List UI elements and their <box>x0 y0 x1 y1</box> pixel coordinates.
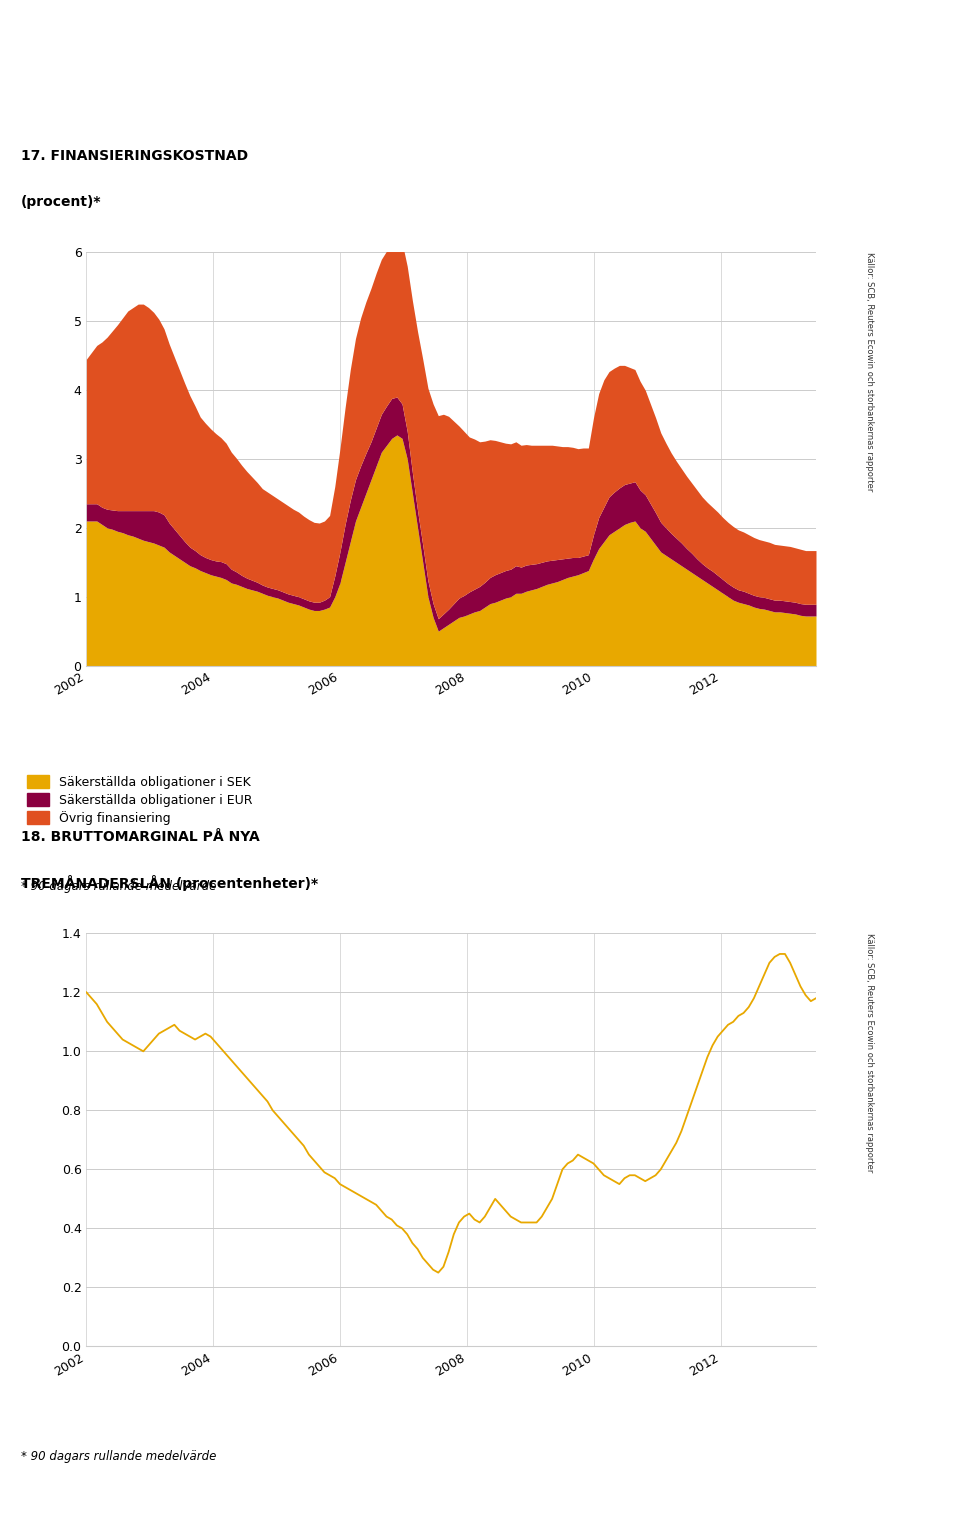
Text: * 90 dagars rullande medelvärde: * 90 dagars rullande medelvärde <box>21 880 216 894</box>
Legend: Säkerställda obligationer i SEK, Säkerställda obligationer i EUR, Övrig finansie: Säkerställda obligationer i SEK, Säkerst… <box>27 776 253 825</box>
Text: 17. FINANSIERINGSKOSTNAD: 17. FINANSIERINGSKOSTNAD <box>21 150 248 164</box>
Text: 18. BRUTTOMARGINAL PÅ NYA: 18. BRUTTOMARGINAL PÅ NYA <box>21 829 259 845</box>
Text: * 90 dagars rullande medelvärde: * 90 dagars rullande medelvärde <box>21 1450 216 1463</box>
Text: Källor: SCB, Reuters Ecowin och storbankernas rapporter: Källor: SCB, Reuters Ecowin och storbank… <box>865 252 875 491</box>
Text: Källor: SCB, Reuters Ecowin och storbankernas rapporter: Källor: SCB, Reuters Ecowin och storbank… <box>865 933 875 1172</box>
Text: TREMÅNADERSLÅN (procentenheter)*: TREMÅNADERSLÅN (procentenheter)* <box>21 875 318 892</box>
Text: (procent)*: (procent)* <box>21 194 101 208</box>
